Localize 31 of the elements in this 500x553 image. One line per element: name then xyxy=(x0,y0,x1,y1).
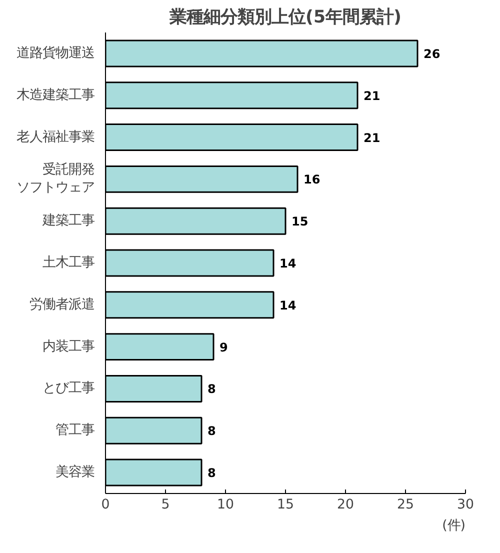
x-tick-label: 10 xyxy=(217,498,234,512)
chart-title: 業種細分類別上位(5年間累計) xyxy=(168,8,402,28)
x-tick-label: 0 xyxy=(101,498,110,512)
x-tick-label: 5 xyxy=(161,498,170,512)
y-tick-label: 労働者派遣 xyxy=(30,297,94,312)
y-tick-label: 受託開発ソフトウェア xyxy=(16,162,94,196)
x-tick-label: 30 xyxy=(457,498,474,512)
y-tick-label: 管工事 xyxy=(56,423,94,438)
y-tick-label: 道路貨物運送 xyxy=(16,46,94,61)
data-label: 8 xyxy=(208,424,216,438)
y-tick-label: 美容業 xyxy=(56,464,94,480)
data-label: 21 xyxy=(364,130,380,145)
y-tick-label: 土木工事 xyxy=(42,256,94,270)
y-tick-label: とび工事 xyxy=(42,381,94,396)
data-label: 26 xyxy=(424,46,440,61)
y-tick-label: 内装工事 xyxy=(42,339,94,354)
data-label: 14 xyxy=(280,298,296,312)
y-tick-label: 老人福祉事業 xyxy=(16,130,94,145)
data-label: 9 xyxy=(220,340,228,354)
x-tick-label: 15 xyxy=(277,498,294,512)
data-label: 15 xyxy=(292,214,308,229)
data-label: 8 xyxy=(208,382,216,396)
data-label: 16 xyxy=(304,172,320,187)
x-axis-title: (件) xyxy=(442,518,466,534)
y-tick-label: 建築工事 xyxy=(42,214,94,229)
x-tick-label: 25 xyxy=(397,498,414,512)
x-tick-label: 20 xyxy=(337,498,354,512)
data-label: 14 xyxy=(280,256,296,270)
data-label: 21 xyxy=(364,88,380,103)
y-tick-label: 木造建築工事 xyxy=(16,88,94,103)
data-label: 8 xyxy=(208,466,216,480)
